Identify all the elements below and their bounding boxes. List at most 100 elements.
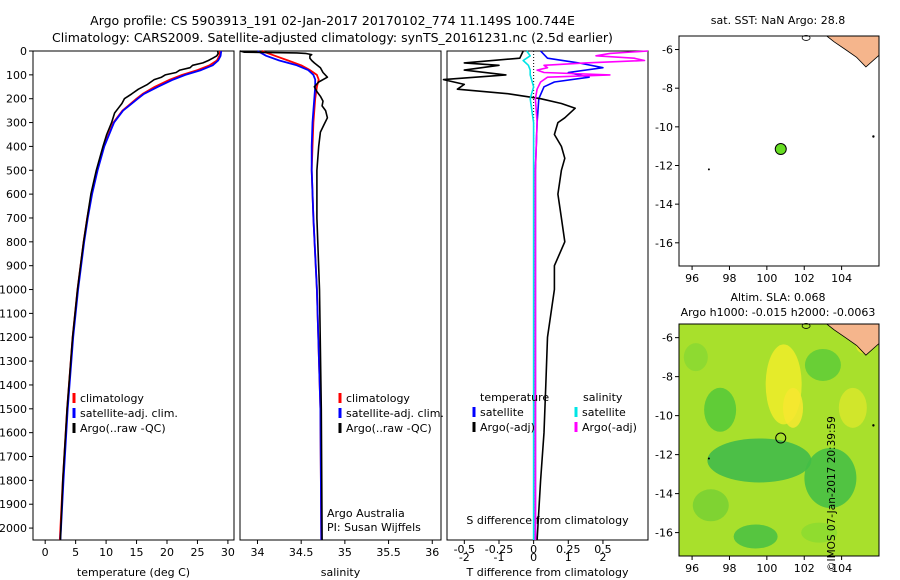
t-difference-axis-label: T difference from climatology (466, 566, 629, 579)
s-difference-tick-label: 0.5 (594, 543, 612, 556)
sst-map-lon-tick-label: 100 (756, 272, 777, 285)
t-difference-tick-label: 1 (565, 551, 572, 564)
sla-map-island (707, 457, 710, 460)
salinity-axis-tick-label: 34 (250, 546, 264, 559)
temperature-legend-label: Argo(..raw -QC) (80, 422, 166, 435)
temperature-series-2 (59, 50, 219, 541)
salinity-series-1 (257, 50, 323, 541)
sst-map-lon-tick-label: 96 (685, 272, 699, 285)
sst-map-lon-tick-label: 102 (794, 272, 815, 285)
sla-map-field-blob (707, 438, 812, 483)
depth-tick-label: 1100 (0, 307, 27, 320)
sla-map-lon-tick-label: 104 (831, 562, 852, 575)
temperature-axis-tick-label: 5 (72, 546, 79, 559)
sla-map-field-blob (804, 448, 857, 509)
salinity-axis-tick-label: 35.5 (376, 546, 401, 559)
temperature-series-1 (59, 50, 223, 541)
title-line-2: Climatology: CARS2009. Satellite-adjuste… (52, 30, 613, 45)
s-difference-axis-label: S difference from climatology (466, 514, 629, 527)
depth-tick-label: 0 (20, 45, 27, 58)
sla-map-lat-tick-label: -10 (655, 410, 673, 423)
sla-map-field-blob (838, 387, 867, 428)
sst-map-coastline (825, 35, 880, 68)
salinity-plot-frame (239, 50, 442, 541)
depth-tick-label: 1400 (0, 379, 27, 392)
t-difference-tick-label: 2 (599, 551, 606, 564)
salinity-series-2 (239, 50, 329, 541)
difference-series-3 (534, 50, 649, 540)
temperature-axis-tick-label: 25 (190, 546, 204, 559)
sst-map-lat-tick-label: -12 (655, 159, 673, 172)
salinity-legend-label: Argo(..raw -QC) (346, 422, 432, 435)
depth-tick-label: 300 (6, 117, 27, 130)
timestamp-stamp: ©IMOS 07-Jan-2017 20:39:59 (826, 416, 838, 572)
temperature-axis-tick-label: 10 (99, 546, 113, 559)
sst-map-float-marker (774, 143, 787, 156)
sla-map-field-blob (801, 522, 838, 543)
sst-map-frame (678, 35, 880, 267)
depth-tick-label: 1800 (0, 474, 27, 487)
salinity-legend-label: climatology (346, 392, 410, 405)
t-difference-tick-label: 0 (530, 551, 537, 564)
depth-tick-label: 900 (6, 260, 27, 273)
sla-map-lon-tick-label: 100 (756, 562, 777, 575)
temperature-axis-tick-label: 20 (160, 546, 174, 559)
temperature-axis-tick-label: 0 (42, 546, 49, 559)
difference-series-2 (522, 50, 535, 540)
temperature-legend-label: climatology (80, 392, 144, 405)
sst-map-title: sat. SST: NaN Argo: 28.8 (711, 14, 845, 27)
sla-map-title: Altim. SLA: 0.068 (730, 291, 825, 304)
depth-tick-label: 1900 (0, 498, 27, 511)
sst-map-lat-tick-label: -6 (662, 44, 673, 57)
sst-map-lat-tick-label: -10 (655, 121, 673, 134)
depth-tick-label: 600 (6, 188, 27, 201)
depth-tick-label: 1000 (0, 284, 27, 297)
sla-map-float-marker (775, 432, 787, 444)
sla-map-lon-tick-label: 96 (685, 562, 699, 575)
depth-tick-label: 2000 (0, 522, 27, 535)
sla-map-lon-tick-label: 98 (722, 562, 736, 575)
difference-legend-t-label: satellite (480, 406, 524, 419)
sla-map-island (872, 424, 875, 427)
sla-map-field-blob (692, 489, 729, 522)
difference-series-1 (442, 50, 577, 541)
depth-tick-label: 800 (6, 236, 27, 249)
sla-map-lat-tick-label: -14 (655, 488, 673, 501)
s-difference-tick-label: 0 (530, 543, 537, 556)
sla-map-lat-tick-label: -8 (662, 371, 673, 384)
sla-map-lat-tick-label: -16 (655, 527, 673, 540)
depth-tick-label: 1500 (0, 403, 27, 416)
sla-map-field-blob (804, 348, 841, 381)
difference-legend-title: temperature (480, 391, 549, 404)
difference-legend-t-label: Argo(-adj) (480, 421, 535, 434)
difference-legend-s-label: Argo(-adj) (582, 421, 637, 434)
t-difference-tick-label: -2 (459, 551, 470, 564)
salinity-legend-label: satellite-adj. clim. (346, 407, 444, 420)
depth-tick-label: 500 (6, 164, 27, 177)
temperature-axis-tick-label: 15 (130, 546, 144, 559)
depth-tick-label: 1200 (0, 331, 27, 344)
sla-map-lon-tick-label: 102 (794, 562, 815, 575)
temperature-series-0 (58, 50, 221, 541)
depth-tick-label: 1600 (0, 427, 27, 440)
sst-map-island (707, 168, 710, 171)
depth-tick-label: 700 (6, 212, 27, 225)
salinity-annotation: PI: Susan Wijffels (327, 521, 421, 534)
salinity-axis-tick-label: 35 (338, 546, 352, 559)
temperature-axis-label: temperature (deg C) (77, 566, 190, 579)
difference-plot-frame (446, 50, 649, 541)
sst-map-island (801, 35, 811, 41)
temperature-plot-frame (32, 50, 235, 541)
depth-tick-label: 1700 (0, 451, 27, 464)
sst-map-lat-tick-label: -16 (655, 237, 673, 250)
sla-map-subtitle: Argo h1000: -0.015 h2000: -0.0063 (681, 306, 876, 319)
sst-map-lat-tick-label: -14 (655, 198, 673, 211)
sla-map-field-blob (733, 524, 778, 549)
salinity-axis-tick-label: 36 (425, 546, 439, 559)
sla-map-lat-tick-label: -6 (662, 332, 673, 345)
sla-map-field-blob (783, 387, 804, 428)
title-line-1: Argo profile: CS 5903913_191 02-Jan-2017… (90, 13, 575, 28)
s-difference-tick-label: -0.5 (454, 543, 475, 556)
temperature-legend-label: satellite-adj. clim. (80, 407, 178, 420)
